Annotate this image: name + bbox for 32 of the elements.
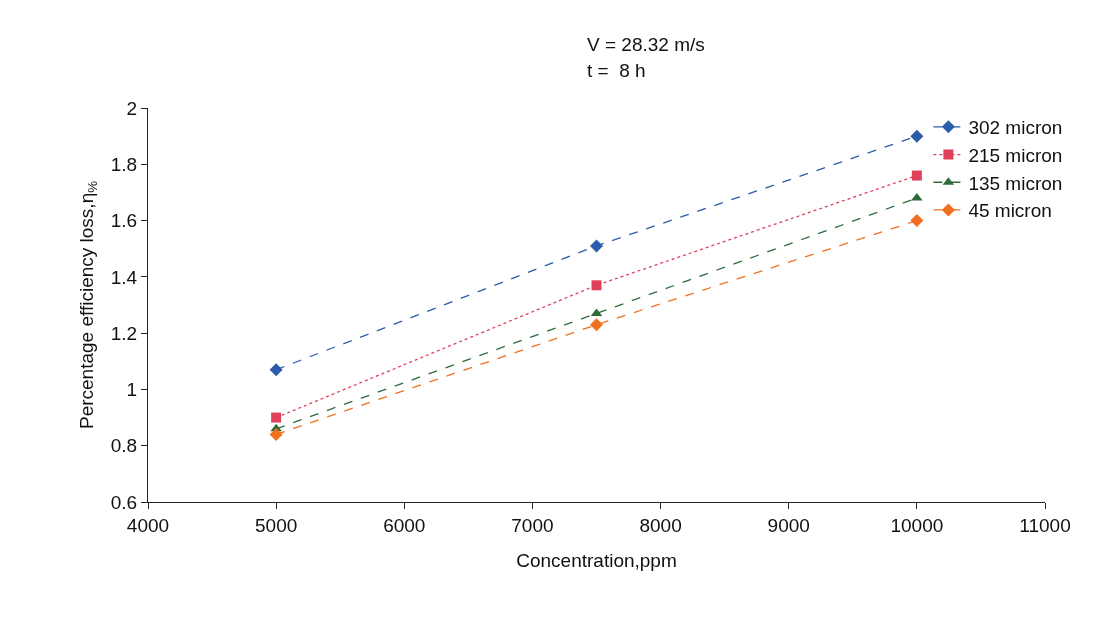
- x-tick-label: 7000: [511, 514, 554, 536]
- point: [590, 239, 603, 253]
- point: [271, 412, 282, 423]
- x-tick-label: 5000: [255, 514, 298, 536]
- point: [910, 129, 924, 143]
- point: [269, 427, 283, 441]
- x-axis-title: Concentration,ppm: [516, 549, 677, 571]
- point: [269, 363, 283, 377]
- y-tick-label: 1.2: [110, 322, 138, 344]
- x-tick-label: 6000: [383, 514, 426, 536]
- text: V = 28.32 m/s: [587, 34, 705, 55]
- y-tick-label: 1.4: [110, 266, 138, 288]
- legend-label: 302 micron: [968, 117, 1063, 139]
- point: [591, 280, 602, 291]
- point: [590, 318, 603, 332]
- legend-label: 45 micron: [968, 200, 1052, 222]
- legend-label: 215 micron: [968, 144, 1063, 166]
- y-tick-label: 2: [126, 97, 138, 119]
- point: [910, 214, 924, 228]
- point: [911, 170, 922, 181]
- legend-label: 135 micron: [968, 172, 1063, 194]
- x-tick-label: 10000: [890, 514, 944, 536]
- y-tick-label: 0.8: [110, 435, 138, 457]
- x-tick-label: 4000: [126, 514, 170, 536]
- y-tick-label: 1.8: [110, 153, 138, 175]
- y-tick-label: 1.6: [110, 210, 138, 232]
- x-tick-label: 11000: [1019, 514, 1071, 536]
- text: t = 8 h: [587, 60, 646, 81]
- y-tick-label: 0.6: [110, 491, 138, 513]
- x-tick-label: 9000: [767, 514, 810, 536]
- x-tick-label: 8000: [639, 514, 682, 536]
- y-tick-label: 1: [126, 379, 138, 401]
